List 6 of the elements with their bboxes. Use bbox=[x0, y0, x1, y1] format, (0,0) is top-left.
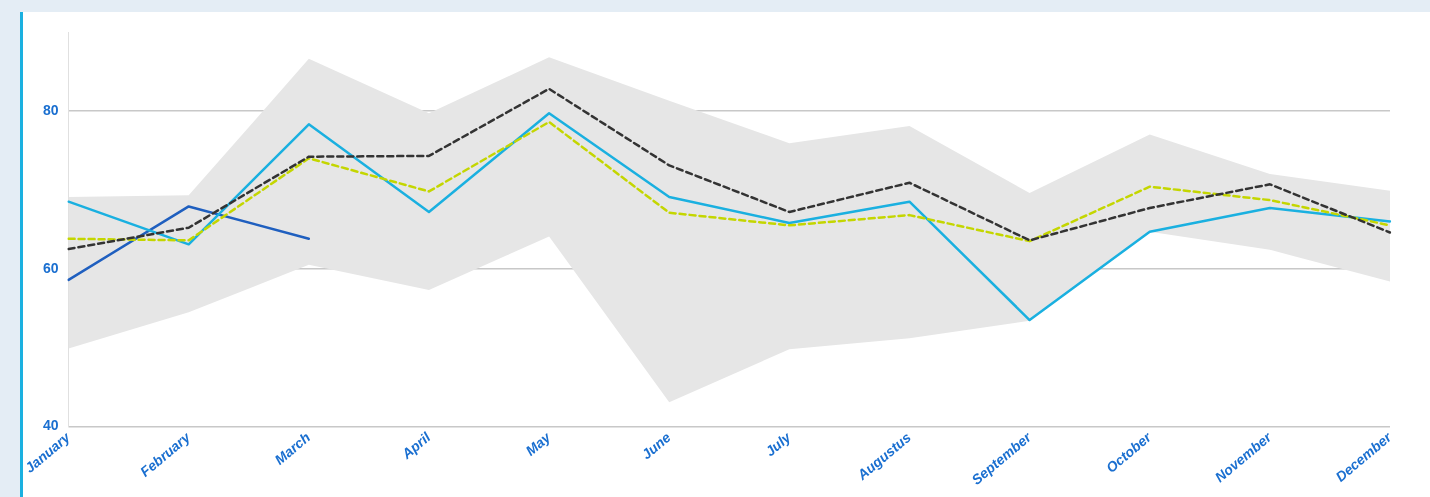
line-series bbox=[67, 87, 1392, 251]
y-tick-label: 80 bbox=[42, 101, 59, 118]
y-tick-label: 40 bbox=[42, 417, 59, 434]
x-tick-label: July bbox=[762, 428, 795, 460]
y-tick-label: 60 bbox=[42, 259, 59, 276]
x-tick-label: May bbox=[522, 428, 555, 459]
